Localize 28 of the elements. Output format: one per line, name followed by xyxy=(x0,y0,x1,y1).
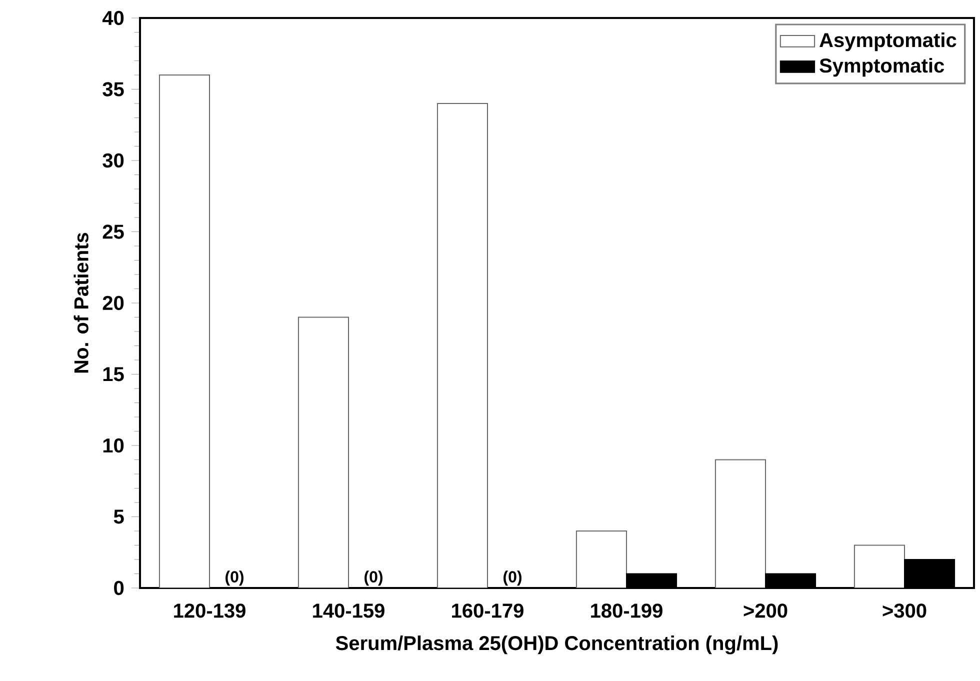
bar xyxy=(158,74,210,588)
data-label: (0) xyxy=(504,570,522,586)
x-tick-label: >300 xyxy=(882,604,926,618)
bar xyxy=(576,530,627,588)
y-tick-label: 0 xyxy=(114,580,124,596)
x-tick-label: 180-199 xyxy=(591,604,662,618)
data-label: (0) xyxy=(226,570,244,586)
bar xyxy=(854,544,905,588)
x-tick-label: >200 xyxy=(744,604,788,618)
y-tick-label: 20 xyxy=(102,296,124,310)
y-tick-label: 10 xyxy=(103,438,124,453)
y-tick-label: 35 xyxy=(102,82,124,96)
legend-label: Symptomatic xyxy=(820,58,944,77)
y-tick-label: 30 xyxy=(102,153,124,168)
x-tick-label: 140-159 xyxy=(313,604,384,618)
y-axis-title: No. of Patients xyxy=(74,232,88,373)
x-axis-title: Serum/Plasma 25(OH)D Concentration (ng/mL) xyxy=(336,636,778,654)
x-tick-label: 160-179 xyxy=(452,604,524,618)
y-tick-label: 40 xyxy=(102,10,124,26)
y-tick-label: 15 xyxy=(103,367,124,382)
x-tick-label: 120-139 xyxy=(174,604,246,618)
bar xyxy=(714,459,766,588)
y-tick-label: 25 xyxy=(102,224,124,239)
data-label: (0) xyxy=(364,570,382,586)
y-tick-label: 5 xyxy=(114,510,124,524)
bar xyxy=(298,316,349,588)
bar xyxy=(436,103,488,588)
legend-label: Asymptomatic xyxy=(820,32,956,52)
